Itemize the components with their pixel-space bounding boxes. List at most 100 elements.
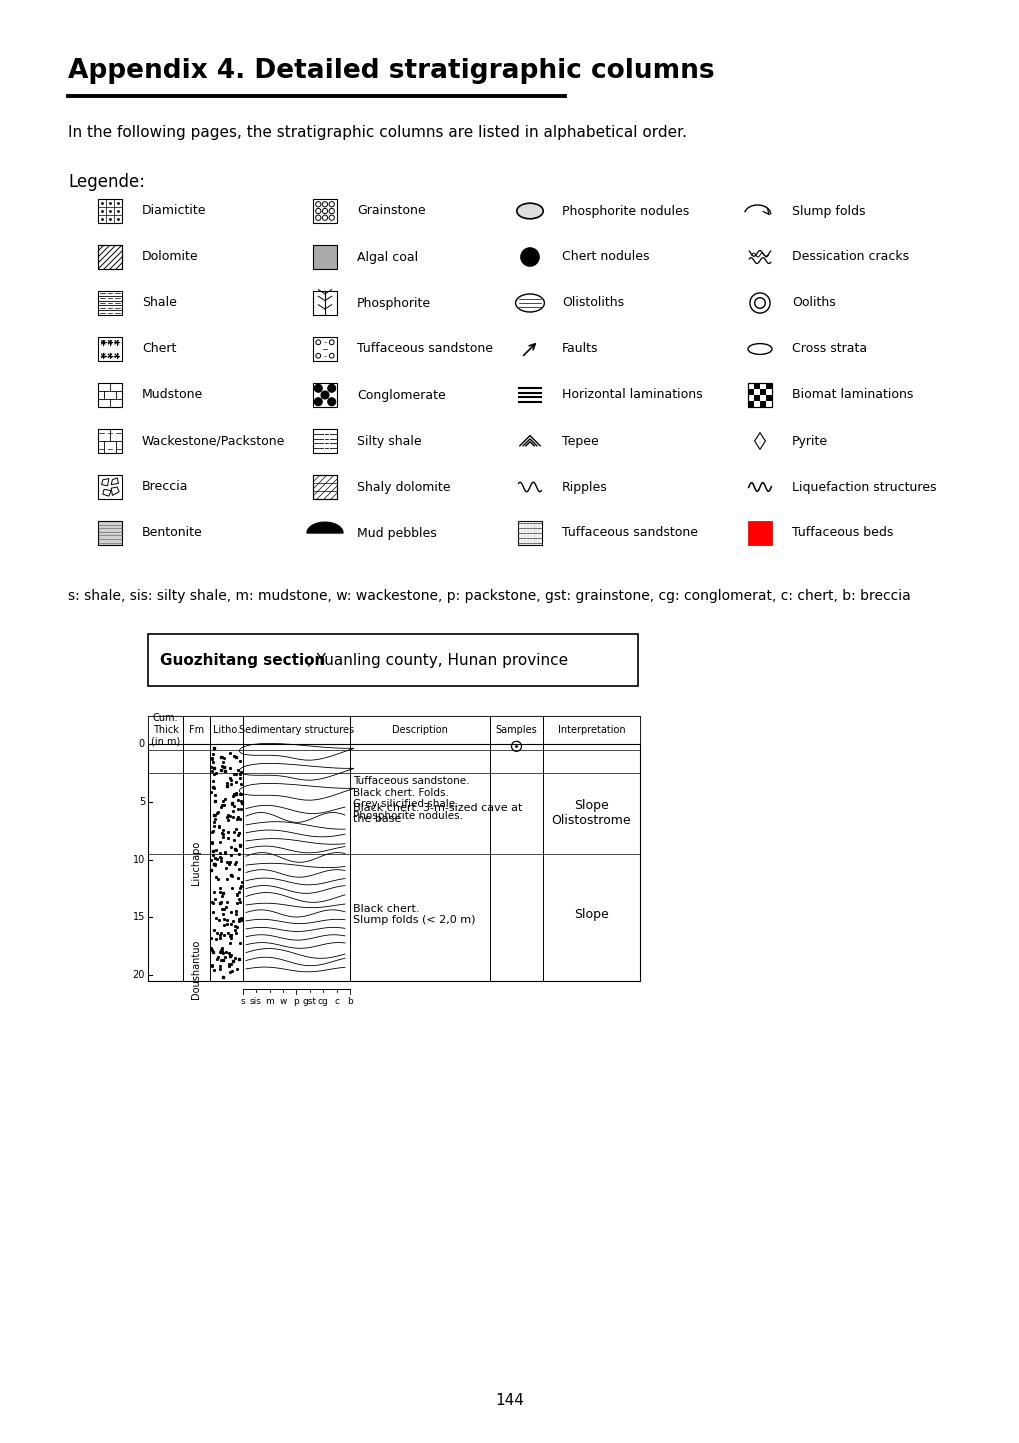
- Bar: [148, 633, 637, 685]
- Text: Phosphorite: Phosphorite: [357, 296, 431, 309]
- Text: Sedimentary structures: Sedimentary structures: [238, 724, 354, 734]
- Bar: [765, 395, 771, 401]
- Text: Liquefaction structures: Liquefaction structures: [791, 481, 935, 494]
- Text: Mudstone: Mudstone: [142, 388, 203, 401]
- Text: Horizontal laminations: Horizontal laminations: [561, 388, 702, 401]
- Text: Tepee: Tepee: [561, 434, 598, 447]
- Text: Fm: Fm: [189, 724, 204, 734]
- Polygon shape: [111, 478, 118, 485]
- Text: Tuffaceous sandstone.
Black chert. Folds.
Grey silicified shale.
Phosphorite nod: Tuffaceous sandstone. Black chert. Folds…: [353, 776, 469, 821]
- Bar: [98, 245, 122, 268]
- Bar: [98, 475, 122, 499]
- Circle shape: [329, 215, 334, 221]
- Circle shape: [315, 202, 321, 206]
- Text: Algal coal: Algal coal: [357, 251, 418, 264]
- Bar: [98, 338, 122, 361]
- Text: 5: 5: [139, 797, 145, 807]
- Bar: [765, 382, 771, 390]
- Text: Interpretation: Interpretation: [557, 724, 625, 734]
- Text: Tuffaceous beds: Tuffaceous beds: [791, 527, 893, 540]
- Text: Biomat laminations: Biomat laminations: [791, 388, 912, 401]
- Text: Slope: Slope: [574, 908, 608, 921]
- Text: Chert: Chert: [142, 342, 176, 355]
- Text: Shale: Shale: [142, 296, 176, 309]
- Text: s: s: [240, 997, 246, 1006]
- Text: Mud pebbles: Mud pebbles: [357, 527, 436, 540]
- Bar: [98, 199, 122, 224]
- Bar: [313, 338, 336, 361]
- Text: Ripples: Ripples: [561, 481, 607, 494]
- Bar: [313, 199, 336, 224]
- Text: m: m: [265, 997, 274, 1006]
- Text: 144: 144: [495, 1392, 524, 1408]
- Text: s: shale, sis: silty shale, m: mudstone, w: wackestone, p: packstone, gst: grain: s: shale, sis: silty shale, m: mudstone,…: [68, 589, 910, 603]
- Text: Breccia: Breccia: [142, 481, 189, 494]
- Circle shape: [329, 341, 334, 345]
- Circle shape: [327, 398, 335, 405]
- Circle shape: [511, 742, 521, 752]
- Polygon shape: [103, 489, 111, 496]
- Circle shape: [315, 208, 321, 214]
- Text: Liuchapo: Liuchapo: [192, 840, 202, 885]
- Text: Diamictite: Diamictite: [142, 205, 206, 218]
- Bar: [148, 716, 639, 745]
- Circle shape: [316, 341, 320, 345]
- Text: , Yuanling county, Hunan province: , Yuanling county, Hunan province: [307, 652, 568, 668]
- Ellipse shape: [515, 294, 544, 312]
- Bar: [98, 382, 122, 407]
- Text: Bentonite: Bentonite: [142, 527, 203, 540]
- Polygon shape: [754, 433, 764, 449]
- Circle shape: [322, 202, 327, 206]
- Text: 10: 10: [132, 854, 145, 864]
- Bar: [747, 382, 771, 407]
- Bar: [313, 429, 336, 453]
- Circle shape: [329, 354, 334, 358]
- Polygon shape: [102, 479, 109, 486]
- Circle shape: [314, 398, 322, 405]
- Bar: [313, 291, 336, 315]
- Text: Ooliths: Ooliths: [791, 296, 835, 309]
- Circle shape: [315, 215, 321, 221]
- Ellipse shape: [517, 203, 543, 219]
- Text: Conglomerate: Conglomerate: [357, 388, 445, 401]
- Bar: [747, 382, 771, 407]
- Text: Dessication cracks: Dessication cracks: [791, 251, 908, 264]
- Text: Chert nodules: Chert nodules: [561, 251, 649, 264]
- Text: Faults: Faults: [561, 342, 598, 355]
- Text: Litho.: Litho.: [213, 724, 239, 734]
- Circle shape: [329, 202, 334, 206]
- Text: Legende:: Legende:: [68, 173, 145, 190]
- Text: In the following pages, the stratigraphic columns are listed in alphabetical ord: In the following pages, the stratigraphi…: [68, 126, 687, 140]
- Bar: [759, 390, 765, 395]
- Text: Wackestone/Packstone: Wackestone/Packstone: [142, 434, 285, 447]
- Text: Tuffaceous sandstone: Tuffaceous sandstone: [561, 527, 697, 540]
- Ellipse shape: [747, 343, 771, 355]
- Circle shape: [327, 384, 335, 392]
- Text: w: w: [279, 997, 287, 1006]
- Bar: [98, 291, 122, 315]
- Bar: [98, 521, 122, 545]
- Bar: [747, 390, 753, 395]
- Text: Doushantuo: Doushantuo: [192, 939, 202, 999]
- Bar: [210, 750, 243, 975]
- Circle shape: [749, 293, 769, 313]
- Bar: [313, 475, 336, 499]
- Text: Grainstone: Grainstone: [357, 205, 425, 218]
- Bar: [313, 475, 336, 499]
- Polygon shape: [111, 486, 119, 495]
- Circle shape: [322, 208, 327, 214]
- Circle shape: [321, 391, 328, 398]
- Text: Slope
Olistostrome: Slope Olistostrome: [551, 799, 631, 827]
- Text: gst: gst: [302, 997, 316, 1006]
- Bar: [747, 521, 771, 545]
- Circle shape: [754, 297, 764, 309]
- Text: Dolomite: Dolomite: [142, 251, 199, 264]
- Bar: [313, 245, 336, 268]
- Circle shape: [316, 354, 320, 358]
- Bar: [148, 716, 639, 981]
- Text: Silty shale: Silty shale: [357, 434, 421, 447]
- Text: Olistoliths: Olistoliths: [561, 296, 624, 309]
- Text: Samples: Samples: [495, 724, 537, 734]
- Text: sis: sis: [250, 997, 262, 1006]
- Text: Appendix 4. Detailed stratigraphic columns: Appendix 4. Detailed stratigraphic colum…: [68, 58, 714, 84]
